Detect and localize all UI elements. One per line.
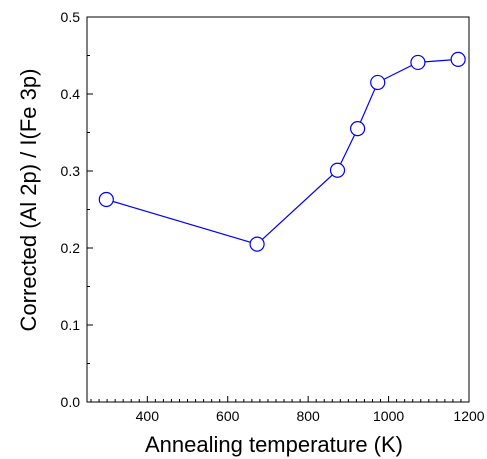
x-tick-label: 1200	[453, 408, 484, 424]
x-tick-label: 600	[216, 408, 240, 424]
data-point	[350, 121, 366, 137]
series-line	[106, 58, 459, 245]
y-tick-label: 0.2	[61, 240, 81, 256]
data-point	[410, 54, 426, 71]
y-tick-label: 0.5	[61, 9, 81, 25]
x-axis-title: Annealing temperature (K)	[145, 432, 403, 457]
x-tick-label: 1000	[373, 408, 404, 424]
series-points-group	[98, 51, 466, 252]
y-axis-title: Corrected (Al 2p) / I(Fe 3p)	[16, 69, 41, 332]
y-tick-label: 0.3	[61, 163, 81, 179]
data-point	[370, 74, 386, 91]
y-tick-label: 0.4	[61, 86, 81, 102]
x-tick-label: 800	[296, 408, 320, 424]
data-point	[450, 51, 466, 67]
y-axis-title-group: Corrected (Al 2p) / I(Fe 3p)	[16, 69, 41, 332]
data-point	[329, 162, 346, 178]
ticks-group: 0.0 0.1 0.2 0.3 0.4 0.5 400 600 800 1000 1200	[61, 9, 485, 424]
y-tick-label: 0.1	[61, 317, 81, 333]
data-point	[98, 191, 114, 208]
y-tick-label: 0.0	[61, 394, 81, 410]
plot-frame-group	[86, 16, 470, 403]
plot-frame	[86, 16, 470, 403]
series-lines-group	[106, 58, 459, 245]
x-tick-label: 400	[136, 408, 160, 424]
data-point	[249, 236, 265, 252]
